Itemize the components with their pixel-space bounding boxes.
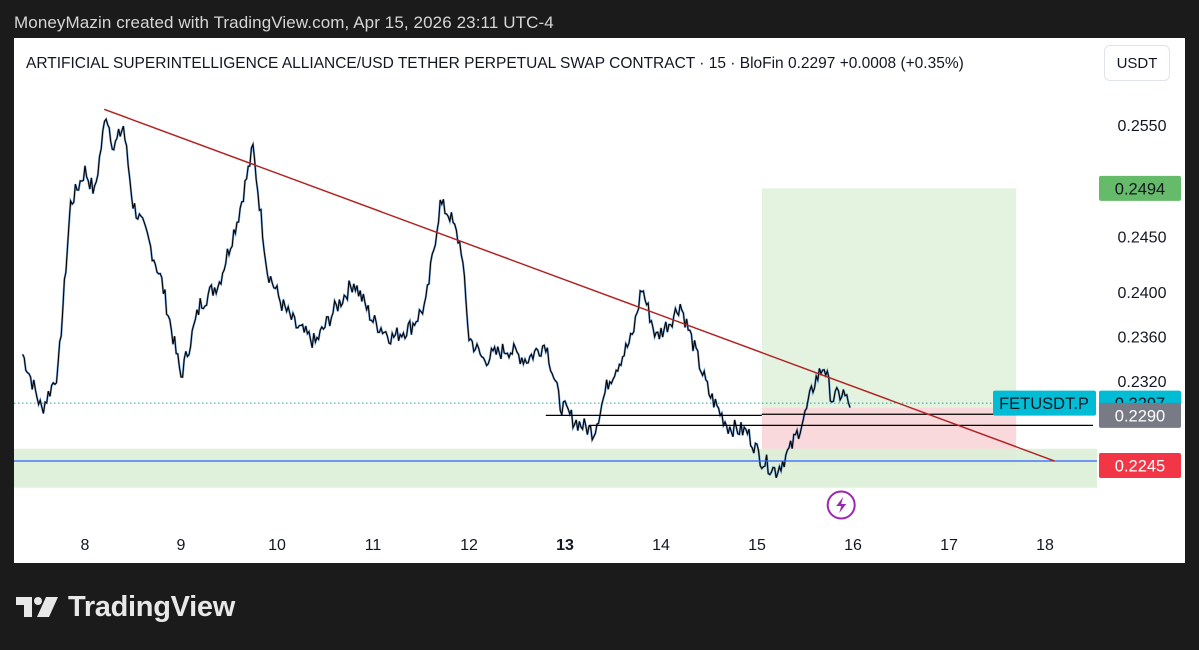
x-axis-tick-label: 14 (652, 537, 670, 554)
symbol-tag-text: FETUSDT.P (999, 395, 1089, 413)
price-label-badge (1099, 452, 1181, 478)
profit-zone (761, 188, 1017, 408)
lightning-bolt-glyph (836, 497, 847, 513)
price-chart[interactable]: 8 9 10 11 12 13 14 15 16 17 18 0.2320 0.2360 0.2400 0.… (14, 38, 1185, 563)
price-series (22, 117, 851, 478)
price-label-badge (1099, 175, 1181, 201)
x-axis-tick-label: 18 (1036, 537, 1054, 554)
x-axis-tick-label: 13 (556, 537, 574, 554)
price-label-text: 0.2290 (1115, 407, 1165, 425)
symbol-tag-badge (993, 390, 1096, 416)
x-axis-tick-label: 10 (268, 537, 286, 554)
y-axis-tick-label: 0.2360 (1118, 329, 1167, 346)
x-axis-tick-label: 12 (460, 537, 478, 554)
price-label-text: 0.2245 (1115, 457, 1165, 475)
y-axis-tick-label: 0.2550 (1118, 118, 1167, 135)
y-axis-tick-label: 0.2320 (1118, 374, 1167, 391)
x-axis-tick-label: 16 (844, 537, 862, 554)
price-label-badge (1099, 402, 1181, 428)
chart-panel[interactable]: 8 9 10 11 12 13 14 15 16 17 18 0.2320 0.2360 0.2400 0.… (14, 38, 1185, 563)
symbol-title: ARTIFICIAL SUPERINTELLIGENCE ALLIANCE/US… (26, 55, 964, 72)
x-axis-tick-label: 11 (365, 537, 382, 554)
tradingview-logo-icon (16, 597, 58, 617)
descending-trendline (103, 108, 1055, 462)
x-axis-tick-label: 17 (940, 537, 958, 554)
currency-button[interactable]: USDT (1104, 45, 1170, 81)
attribution-header: MoneyMazin created with TradingView.com,… (14, 13, 554, 32)
y-axis-tick-label: 0.2400 (1118, 285, 1167, 302)
x-axis-tick-label: 8 (81, 537, 90, 554)
price-label-text: 0.2494 (1115, 180, 1165, 198)
x-axis-tick-label: 15 (748, 537, 766, 554)
brand-text: TradingView (68, 590, 235, 623)
x-axis-tick-label: 9 (177, 537, 186, 554)
y-axis-tick-label: 0.2450 (1118, 229, 1167, 246)
tradingview-brand: TradingView (16, 590, 235, 624)
support-zone (14, 448, 1097, 488)
